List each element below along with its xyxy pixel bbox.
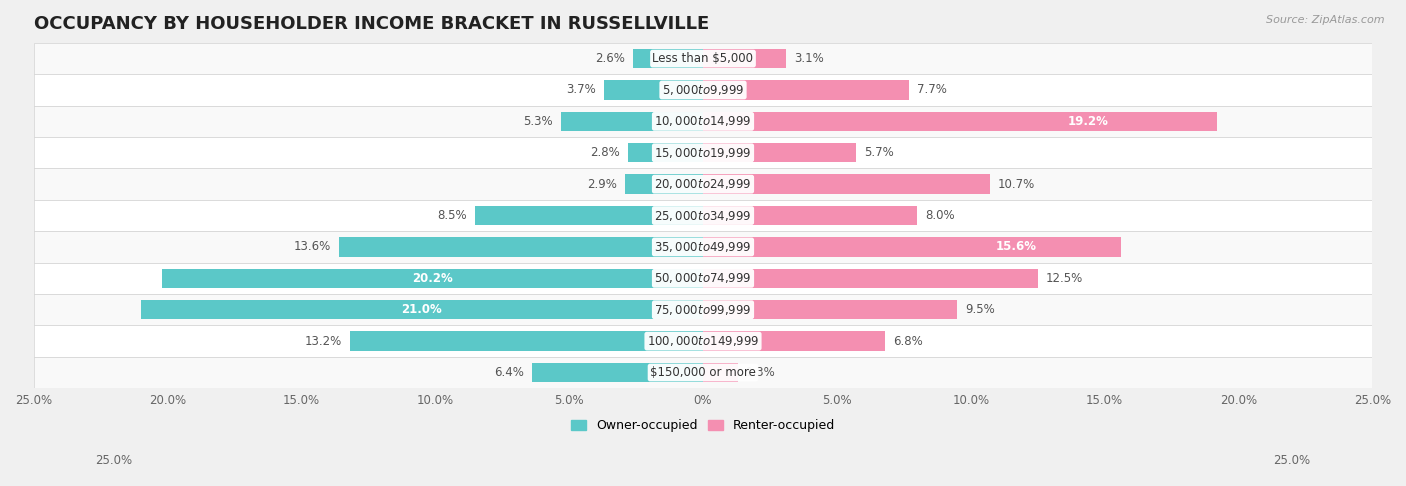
Text: 15.6%: 15.6%	[995, 241, 1036, 253]
Text: $10,000 to $14,999: $10,000 to $14,999	[654, 114, 752, 128]
Text: 1.3%: 1.3%	[745, 366, 776, 379]
Bar	[34, 169, 1372, 200]
Bar	[34, 262, 1372, 294]
Bar	[703, 174, 990, 194]
Legend: Owner-occupied, Renter-occupied: Owner-occupied, Renter-occupied	[567, 414, 839, 437]
Text: $25,000 to $34,999: $25,000 to $34,999	[654, 208, 752, 223]
Bar	[34, 357, 1372, 388]
Bar	[703, 331, 886, 351]
Text: 6.4%: 6.4%	[494, 366, 523, 379]
Text: $20,000 to $24,999: $20,000 to $24,999	[654, 177, 752, 191]
Text: Less than $5,000: Less than $5,000	[652, 52, 754, 65]
Bar	[703, 80, 910, 100]
Bar	[34, 294, 1372, 326]
Bar	[531, 363, 703, 382]
Text: $75,000 to $99,999: $75,000 to $99,999	[654, 303, 752, 317]
Text: $150,000 or more: $150,000 or more	[650, 366, 756, 379]
Text: $5,000 to $9,999: $5,000 to $9,999	[662, 83, 744, 97]
Bar	[561, 112, 703, 131]
Bar	[633, 49, 703, 69]
Bar	[703, 300, 957, 319]
Bar	[162, 269, 703, 288]
Bar	[34, 43, 1372, 74]
Text: 2.8%: 2.8%	[591, 146, 620, 159]
Bar	[34, 105, 1372, 137]
Text: 20.2%: 20.2%	[412, 272, 453, 285]
Text: 3.7%: 3.7%	[567, 84, 596, 97]
Bar	[339, 237, 703, 257]
Text: 10.7%: 10.7%	[997, 178, 1035, 191]
Text: 8.5%: 8.5%	[437, 209, 467, 222]
Bar	[703, 363, 738, 382]
Text: 5.3%: 5.3%	[523, 115, 553, 128]
Text: 2.9%: 2.9%	[588, 178, 617, 191]
Bar	[350, 331, 703, 351]
Text: 2.6%: 2.6%	[596, 52, 626, 65]
Text: 8.0%: 8.0%	[925, 209, 955, 222]
Bar	[34, 74, 1372, 105]
Bar	[703, 143, 856, 162]
Bar	[141, 300, 703, 319]
Text: 13.2%: 13.2%	[304, 335, 342, 347]
Text: 9.5%: 9.5%	[966, 303, 995, 316]
Bar	[628, 143, 703, 162]
Text: 25.0%: 25.0%	[1274, 453, 1310, 467]
Text: $15,000 to $19,999: $15,000 to $19,999	[654, 146, 752, 160]
Text: 13.6%: 13.6%	[294, 241, 330, 253]
Text: 21.0%: 21.0%	[402, 303, 443, 316]
Bar	[703, 206, 917, 226]
Text: $100,000 to $149,999: $100,000 to $149,999	[647, 334, 759, 348]
Bar	[703, 49, 786, 69]
Text: 3.1%: 3.1%	[794, 52, 824, 65]
Text: $50,000 to $74,999: $50,000 to $74,999	[654, 271, 752, 285]
Text: OCCUPANCY BY HOUSEHOLDER INCOME BRACKET IN RUSSELLVILLE: OCCUPANCY BY HOUSEHOLDER INCOME BRACKET …	[34, 15, 709, 33]
Bar	[626, 174, 703, 194]
Bar	[605, 80, 703, 100]
Text: $35,000 to $49,999: $35,000 to $49,999	[654, 240, 752, 254]
Text: 5.7%: 5.7%	[863, 146, 893, 159]
Bar	[34, 137, 1372, 169]
Text: Source: ZipAtlas.com: Source: ZipAtlas.com	[1267, 15, 1385, 25]
Bar	[703, 269, 1038, 288]
Bar	[703, 237, 1121, 257]
Bar	[475, 206, 703, 226]
Text: 25.0%: 25.0%	[96, 453, 132, 467]
Bar	[34, 326, 1372, 357]
Text: 12.5%: 12.5%	[1046, 272, 1083, 285]
Bar	[34, 200, 1372, 231]
Bar	[703, 112, 1218, 131]
Text: 19.2%: 19.2%	[1069, 115, 1109, 128]
Text: 6.8%: 6.8%	[893, 335, 922, 347]
Bar	[34, 231, 1372, 262]
Text: 7.7%: 7.7%	[917, 84, 948, 97]
